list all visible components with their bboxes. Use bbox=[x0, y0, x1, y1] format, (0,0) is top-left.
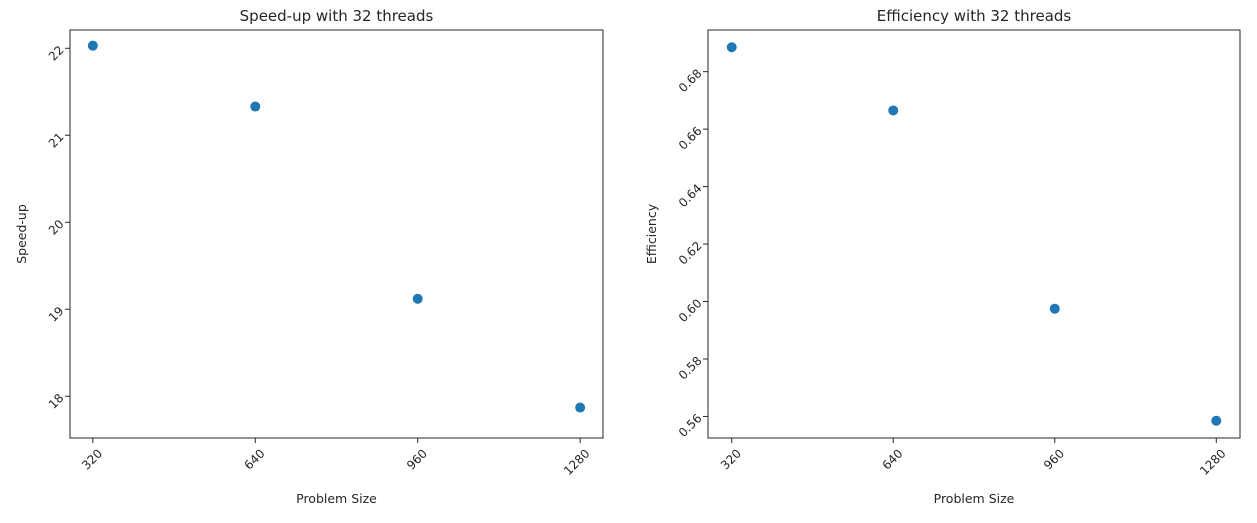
x-tick-label: 640 bbox=[879, 446, 905, 472]
y-tick-label: 22 bbox=[46, 43, 67, 64]
y-tick-label: 18 bbox=[46, 391, 67, 412]
plot-frame bbox=[707, 29, 1241, 439]
chart-panel-1: Speed-up with 32 threads 320 640 960 1280 18 1… bbox=[14, 7, 604, 506]
x-axis-label: Problem Size bbox=[296, 491, 377, 506]
y-tick-label: 0.64 bbox=[676, 181, 705, 210]
scatter-point bbox=[575, 402, 586, 413]
scatter-point bbox=[412, 293, 423, 304]
plot-frame bbox=[69, 29, 604, 439]
scatter-point bbox=[1211, 415, 1222, 426]
scatter-point bbox=[250, 101, 261, 112]
y-tick-label: 0.60 bbox=[676, 296, 705, 325]
y-axis-label: Efficiency bbox=[644, 203, 659, 264]
scatter-point bbox=[726, 42, 737, 53]
y-tick-label: 0.56 bbox=[676, 411, 705, 440]
chart-panel-2: Efficiency with 32 threads 320 640 960 1280 0… bbox=[644, 7, 1241, 506]
x-tick-label: 1280 bbox=[561, 446, 592, 477]
x-tick-label: 320 bbox=[718, 446, 744, 472]
x-axis-label: Problem Size bbox=[934, 491, 1015, 506]
scatter-point bbox=[1049, 303, 1060, 314]
scatter-point bbox=[888, 105, 899, 116]
y-tick-label: 0.62 bbox=[676, 239, 705, 268]
x-tick-label: 640 bbox=[242, 446, 268, 472]
y-tick-label: 21 bbox=[46, 130, 67, 151]
y-tick-label: 20 bbox=[46, 217, 67, 238]
x-tick-label: 960 bbox=[1041, 446, 1067, 472]
y-tick-label: 0.58 bbox=[676, 354, 705, 383]
chart-title: Speed-up with 32 threads bbox=[240, 7, 434, 25]
scatter-point bbox=[87, 40, 98, 51]
x-tick-label: 1280 bbox=[1197, 446, 1228, 477]
y-tick-label: 0.66 bbox=[676, 124, 705, 153]
x-tick-label: 960 bbox=[404, 446, 430, 472]
y-tick-label: 0.68 bbox=[676, 66, 705, 95]
y-axis-label: Speed-up bbox=[14, 204, 29, 264]
y-tick-label: 19 bbox=[46, 304, 67, 325]
x-tick-label: 320 bbox=[79, 446, 105, 472]
chart-title: Efficiency with 32 threads bbox=[877, 7, 1072, 25]
